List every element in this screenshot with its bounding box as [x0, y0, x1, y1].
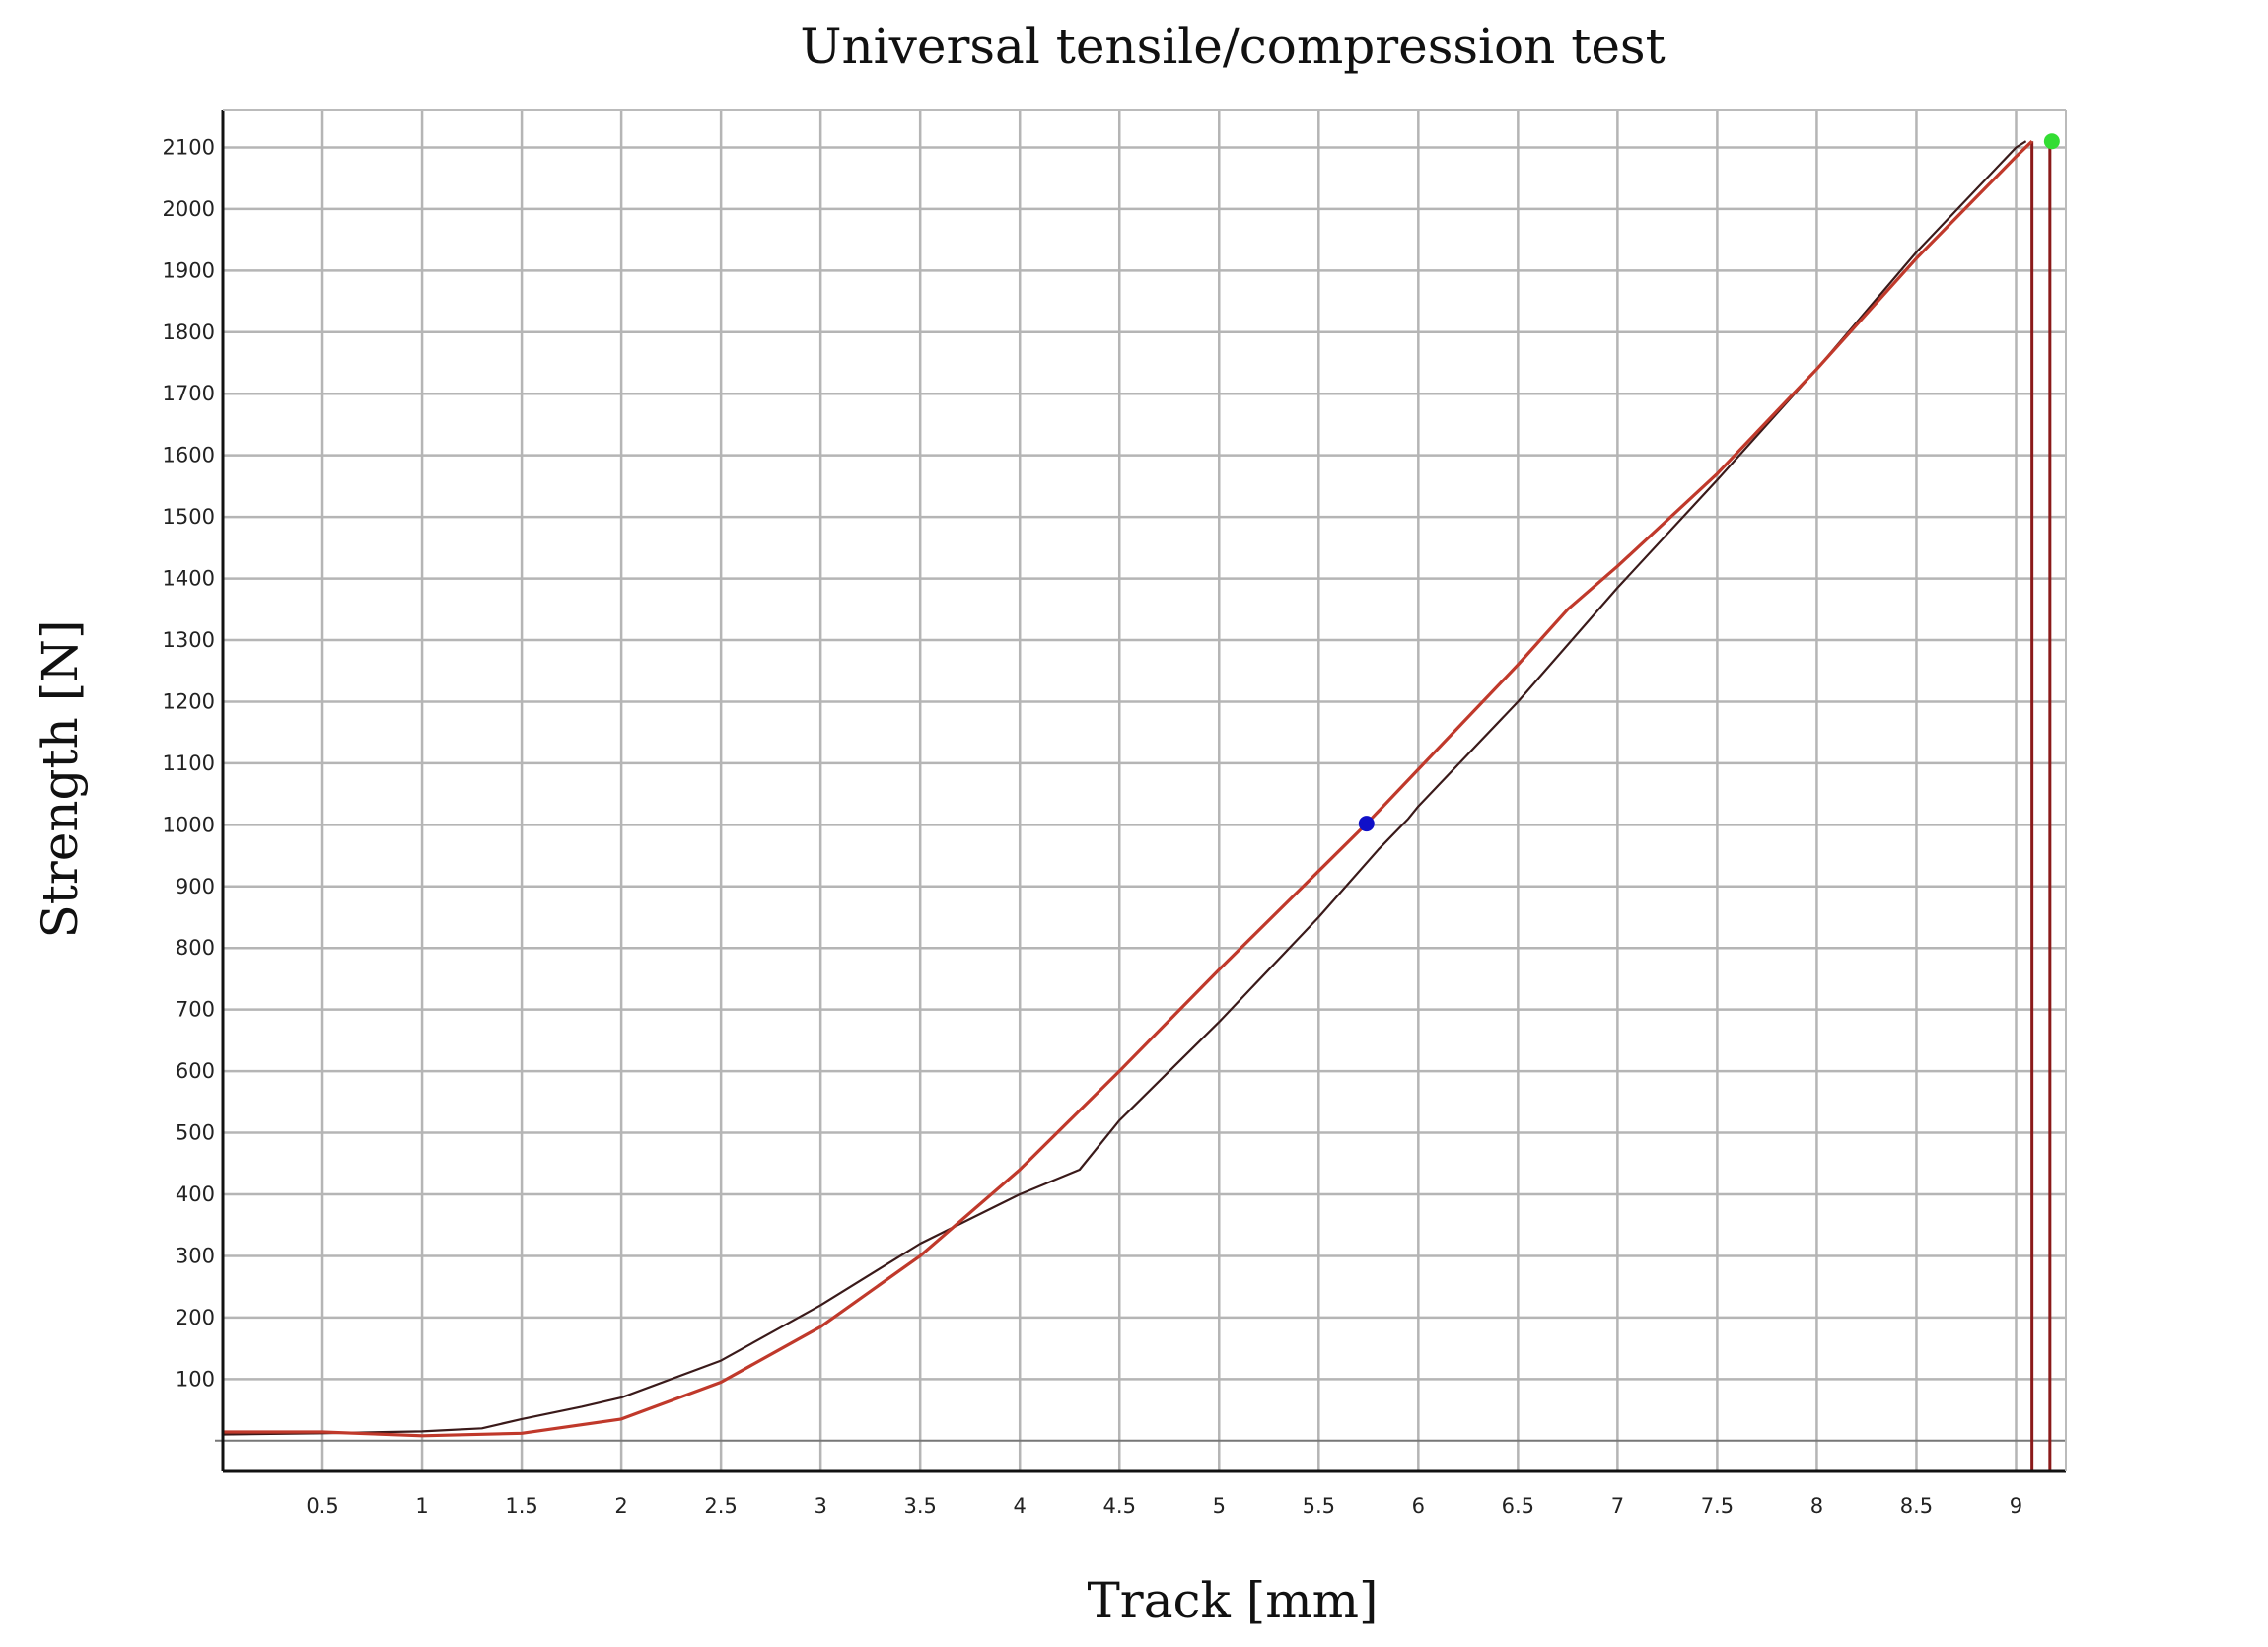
- y-tick-label: 1600: [163, 444, 215, 467]
- x-tick-label: 3.5: [903, 1494, 936, 1518]
- series-line-1: [222, 140, 2027, 1436]
- y-tick-label: 1000: [163, 813, 215, 836]
- y-tick-label: 900: [176, 875, 215, 898]
- y-tick-label: 1900: [163, 258, 215, 282]
- vertical-lines: [2030, 141, 2052, 1471]
- x-axis-label: Track [mm]: [1087, 1572, 1378, 1629]
- y-tick-label: 1700: [163, 382, 215, 405]
- y-tick-label: 200: [176, 1306, 215, 1329]
- x-tick-label: 8.5: [1900, 1494, 1933, 1518]
- series: [222, 140, 2033, 1438]
- x-tick-label: 1: [415, 1494, 428, 1518]
- y-tick-label: 800: [176, 936, 215, 960]
- x-tick-label: 8: [1810, 1494, 1823, 1518]
- y-tick-label: 600: [176, 1059, 215, 1083]
- y-tick-labels: 100 200 300 400 500 600 700 800 900 1000 1100 1200 1…: [163, 135, 215, 1391]
- x-tick-label: 4.5: [1103, 1494, 1136, 1518]
- x-tick-label: 9: [2010, 1494, 2022, 1518]
- x-tick-label: 2.5: [704, 1494, 737, 1518]
- x-tick-label: 1.5: [505, 1494, 537, 1518]
- x-tick-label: 5.5: [1303, 1494, 1335, 1518]
- y-tick-label: 100: [176, 1367, 215, 1391]
- x-tick-label: 6: [1412, 1494, 1425, 1518]
- y-tick-label: 1400: [163, 567, 215, 591]
- x-tick-label: 3: [814, 1494, 826, 1518]
- markers: [1358, 133, 2060, 832]
- plot-area: [223, 110, 2066, 1471]
- axes: [221, 109, 2067, 1473]
- y-axis-label: Strength [N]: [32, 620, 89, 939]
- y-tick-label: 2100: [163, 135, 215, 159]
- series-line-2: [223, 140, 2033, 1438]
- x-tick-label: 7.5: [1701, 1494, 1734, 1518]
- x-tick-label: 0.5: [306, 1494, 338, 1518]
- y-tick-label: 1100: [163, 752, 215, 775]
- data-point-marker-1: [1358, 816, 1375, 832]
- y-tick-label: 1300: [163, 628, 215, 652]
- x-tick-label: 7: [1611, 1494, 1624, 1518]
- chart-title: Universal tensile/compression test: [800, 18, 1665, 75]
- y-tick-label: 2000: [163, 197, 215, 221]
- grid: [215, 110, 2066, 1471]
- x-tick-label: 6.5: [1502, 1494, 1534, 1518]
- y-tick-label: 400: [176, 1182, 215, 1206]
- data-point-marker-2: [2043, 133, 2060, 150]
- x-tick-label: 2: [614, 1494, 627, 1518]
- y-tick-label: 1200: [163, 689, 215, 713]
- x-tick-labels: 0.5 1 1.5 2 2.5 3 3.5 4 4.5 5 5.5 6 6.5 7 7.5 8 8.5 9: [306, 1494, 2022, 1518]
- y-tick-label: 300: [176, 1244, 215, 1267]
- y-tick-label: 1800: [163, 321, 215, 344]
- y-tick-label: 500: [176, 1121, 215, 1145]
- x-tick-label: 5: [1213, 1494, 1226, 1518]
- y-tick-label: 1500: [163, 505, 215, 529]
- y-tick-label: 700: [176, 998, 215, 1022]
- x-tick-label: 4: [1014, 1494, 1027, 1518]
